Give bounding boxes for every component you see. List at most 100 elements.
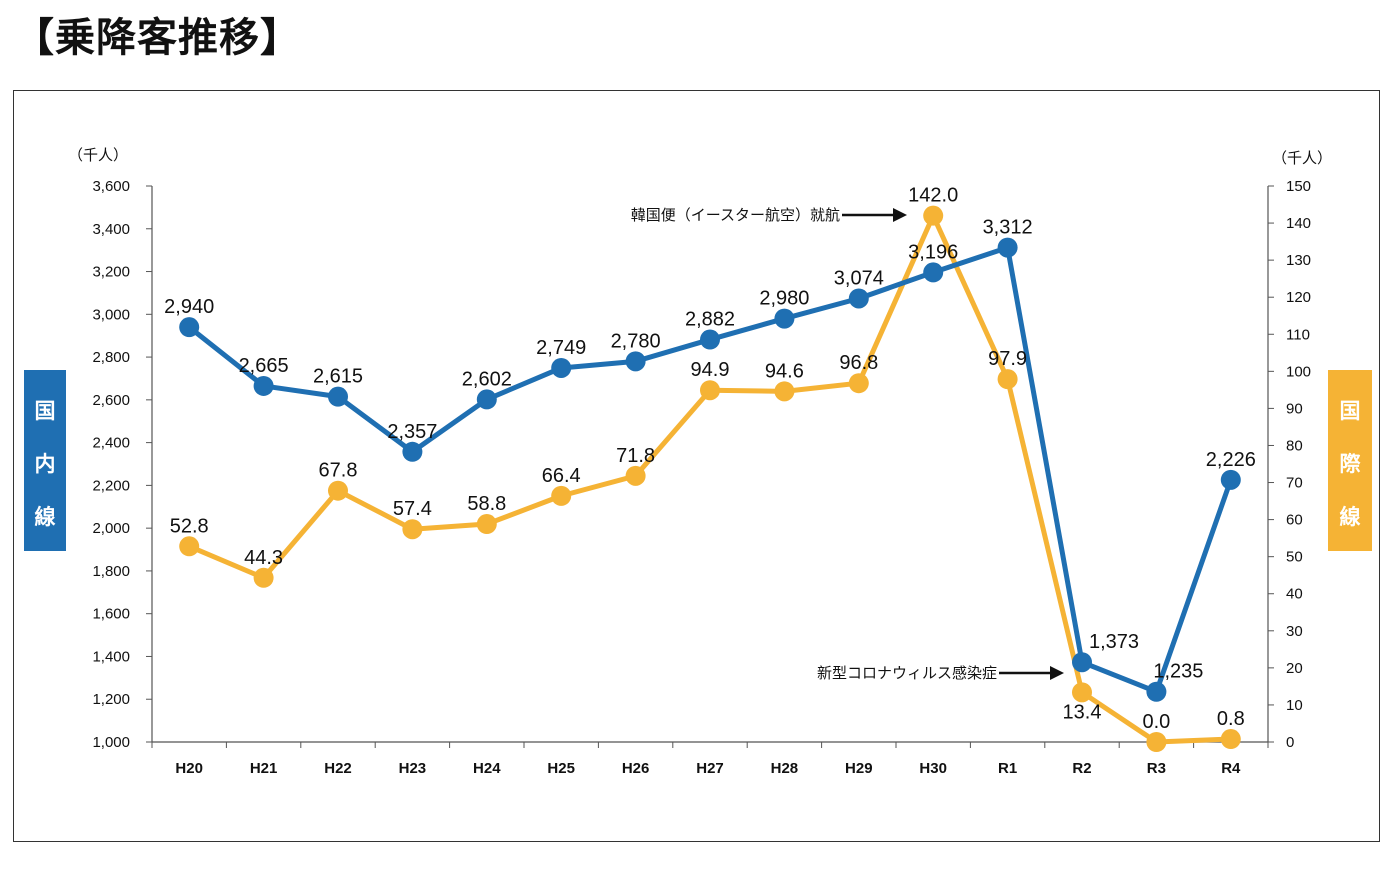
x-tick-label: H29 bbox=[845, 760, 873, 777]
right-tick-label: 60 bbox=[1286, 512, 1303, 529]
domestic-data-label: 2,602 bbox=[462, 368, 512, 390]
international-point bbox=[923, 205, 944, 226]
international-axis-badge-char: 線 bbox=[1340, 505, 1361, 529]
international-point bbox=[625, 465, 646, 486]
right-axis-unit: （千人） bbox=[1272, 149, 1332, 167]
x-tick-label: H27 bbox=[696, 760, 724, 777]
x-tick-label: R4 bbox=[1221, 760, 1241, 777]
international-axis-badge bbox=[1328, 370, 1372, 551]
international-point bbox=[179, 536, 200, 557]
domestic-point bbox=[551, 357, 572, 378]
international-data-label: 58.8 bbox=[467, 493, 506, 515]
international-point bbox=[402, 519, 423, 540]
domestic-data-label: 2,882 bbox=[685, 309, 735, 331]
international-point bbox=[1072, 682, 1092, 703]
left-tick-label: 1,000 bbox=[92, 734, 130, 751]
domestic-point bbox=[625, 351, 646, 372]
domestic-point bbox=[402, 441, 423, 462]
international-data-label: 71.8 bbox=[616, 445, 655, 467]
domestic-point bbox=[923, 262, 944, 283]
domestic-data-label: 3,074 bbox=[834, 267, 884, 289]
domestic-data-label: 2,665 bbox=[239, 355, 289, 377]
x-tick-label: H25 bbox=[547, 760, 575, 777]
domestic-data-label: 1,235 bbox=[1153, 661, 1203, 683]
x-tick-label: H30 bbox=[919, 760, 947, 777]
x-tick-label: R2 bbox=[1072, 760, 1091, 777]
right-tick-label: 80 bbox=[1286, 437, 1303, 454]
domestic-data-label: 2,780 bbox=[611, 330, 661, 352]
international-data-label: 13.4 bbox=[1063, 701, 1102, 723]
left-tick-label: 1,400 bbox=[92, 648, 130, 665]
left-tick-label: 3,400 bbox=[92, 221, 130, 238]
left-tick-label: 1,200 bbox=[92, 691, 130, 708]
domestic-data-label: 3,196 bbox=[908, 241, 958, 263]
right-tick-label: 50 bbox=[1286, 549, 1303, 566]
domestic-data-label: 2,615 bbox=[313, 366, 363, 388]
international-point bbox=[848, 373, 869, 394]
right-tick-label: 140 bbox=[1286, 215, 1311, 232]
right-tick-label: 70 bbox=[1286, 475, 1303, 492]
left-tick-label: 2,200 bbox=[92, 477, 130, 494]
left-tick-label: 1,600 bbox=[92, 606, 130, 623]
international-point bbox=[774, 381, 795, 402]
x-tick-label: R1 bbox=[998, 760, 1017, 777]
right-tick-label: 150 bbox=[1286, 178, 1311, 195]
domestic-point bbox=[700, 329, 720, 350]
right-tick-label: 100 bbox=[1286, 363, 1311, 380]
right-tick-label: 30 bbox=[1286, 623, 1303, 640]
international-data-label: 94.6 bbox=[765, 360, 804, 382]
domestic-axis-badge-char: 内 bbox=[35, 452, 56, 476]
x-tick-label: R3 bbox=[1147, 760, 1166, 777]
right-tick-label: 40 bbox=[1286, 586, 1303, 603]
x-tick-label: H20 bbox=[175, 760, 203, 777]
domestic-axis-badge-char: 線 bbox=[35, 505, 56, 529]
domestic-axis-badge bbox=[24, 370, 66, 551]
right-tick-label: 20 bbox=[1286, 660, 1303, 677]
international-data-label: 0.8 bbox=[1217, 708, 1245, 730]
x-tick-label: H23 bbox=[399, 760, 427, 777]
international-data-label: 67.8 bbox=[319, 460, 358, 482]
left-tick-label: 2,400 bbox=[92, 435, 130, 452]
domestic-point bbox=[179, 317, 200, 338]
international-point bbox=[1146, 732, 1167, 752]
annotation-covid-arrow-head bbox=[1050, 666, 1064, 680]
domestic-point bbox=[848, 288, 869, 309]
right-tick-label: 10 bbox=[1286, 697, 1303, 714]
international-axis-badge-char: 際 bbox=[1340, 452, 1362, 476]
left-tick-label: 1,800 bbox=[92, 563, 130, 580]
left-tick-label: 2,800 bbox=[92, 349, 130, 366]
domestic-data-label: 2,940 bbox=[164, 296, 214, 318]
international-point bbox=[700, 380, 720, 401]
x-tick-label: H24 bbox=[473, 760, 501, 777]
domestic-data-label: 1,373 bbox=[1089, 631, 1139, 653]
domestic-data-label: 2,226 bbox=[1206, 449, 1256, 471]
domestic-data-label: 2,749 bbox=[536, 337, 586, 359]
right-tick-label: 130 bbox=[1286, 252, 1311, 269]
international-data-label: 96.8 bbox=[839, 352, 878, 374]
left-tick-label: 3,200 bbox=[92, 264, 130, 281]
domestic-data-label: 2,357 bbox=[387, 421, 437, 443]
right-tick-label: 110 bbox=[1286, 326, 1310, 343]
domestic-point bbox=[1146, 681, 1167, 702]
international-data-label: 0.0 bbox=[1142, 711, 1170, 733]
domestic-point bbox=[774, 308, 795, 329]
domestic-data-label: 3,312 bbox=[983, 217, 1033, 239]
annotation-airline-text: 韓国便（イースター航空）就航 bbox=[631, 206, 840, 224]
international-data-label: 97.9 bbox=[988, 348, 1027, 370]
annotation-covid-text: 新型コロナウィルス感染症 bbox=[817, 664, 997, 682]
international-point bbox=[997, 369, 1018, 390]
x-tick-label: H26 bbox=[622, 760, 650, 777]
international-point bbox=[328, 480, 348, 501]
right-tick-label: 120 bbox=[1286, 289, 1311, 306]
domestic-point bbox=[997, 237, 1018, 258]
left-tick-label: 3,000 bbox=[92, 306, 130, 323]
right-tick-label: 0 bbox=[1286, 734, 1294, 751]
x-tick-label: H28 bbox=[771, 760, 799, 777]
international-data-label: 142.0 bbox=[908, 185, 958, 207]
page-title: 【乗降客推移】 bbox=[14, 15, 301, 61]
annotation-airline-arrow-head bbox=[893, 208, 907, 222]
left-tick-label: 2,600 bbox=[92, 392, 130, 409]
international-point bbox=[1220, 729, 1241, 750]
international-data-label: 44.3 bbox=[244, 547, 283, 569]
